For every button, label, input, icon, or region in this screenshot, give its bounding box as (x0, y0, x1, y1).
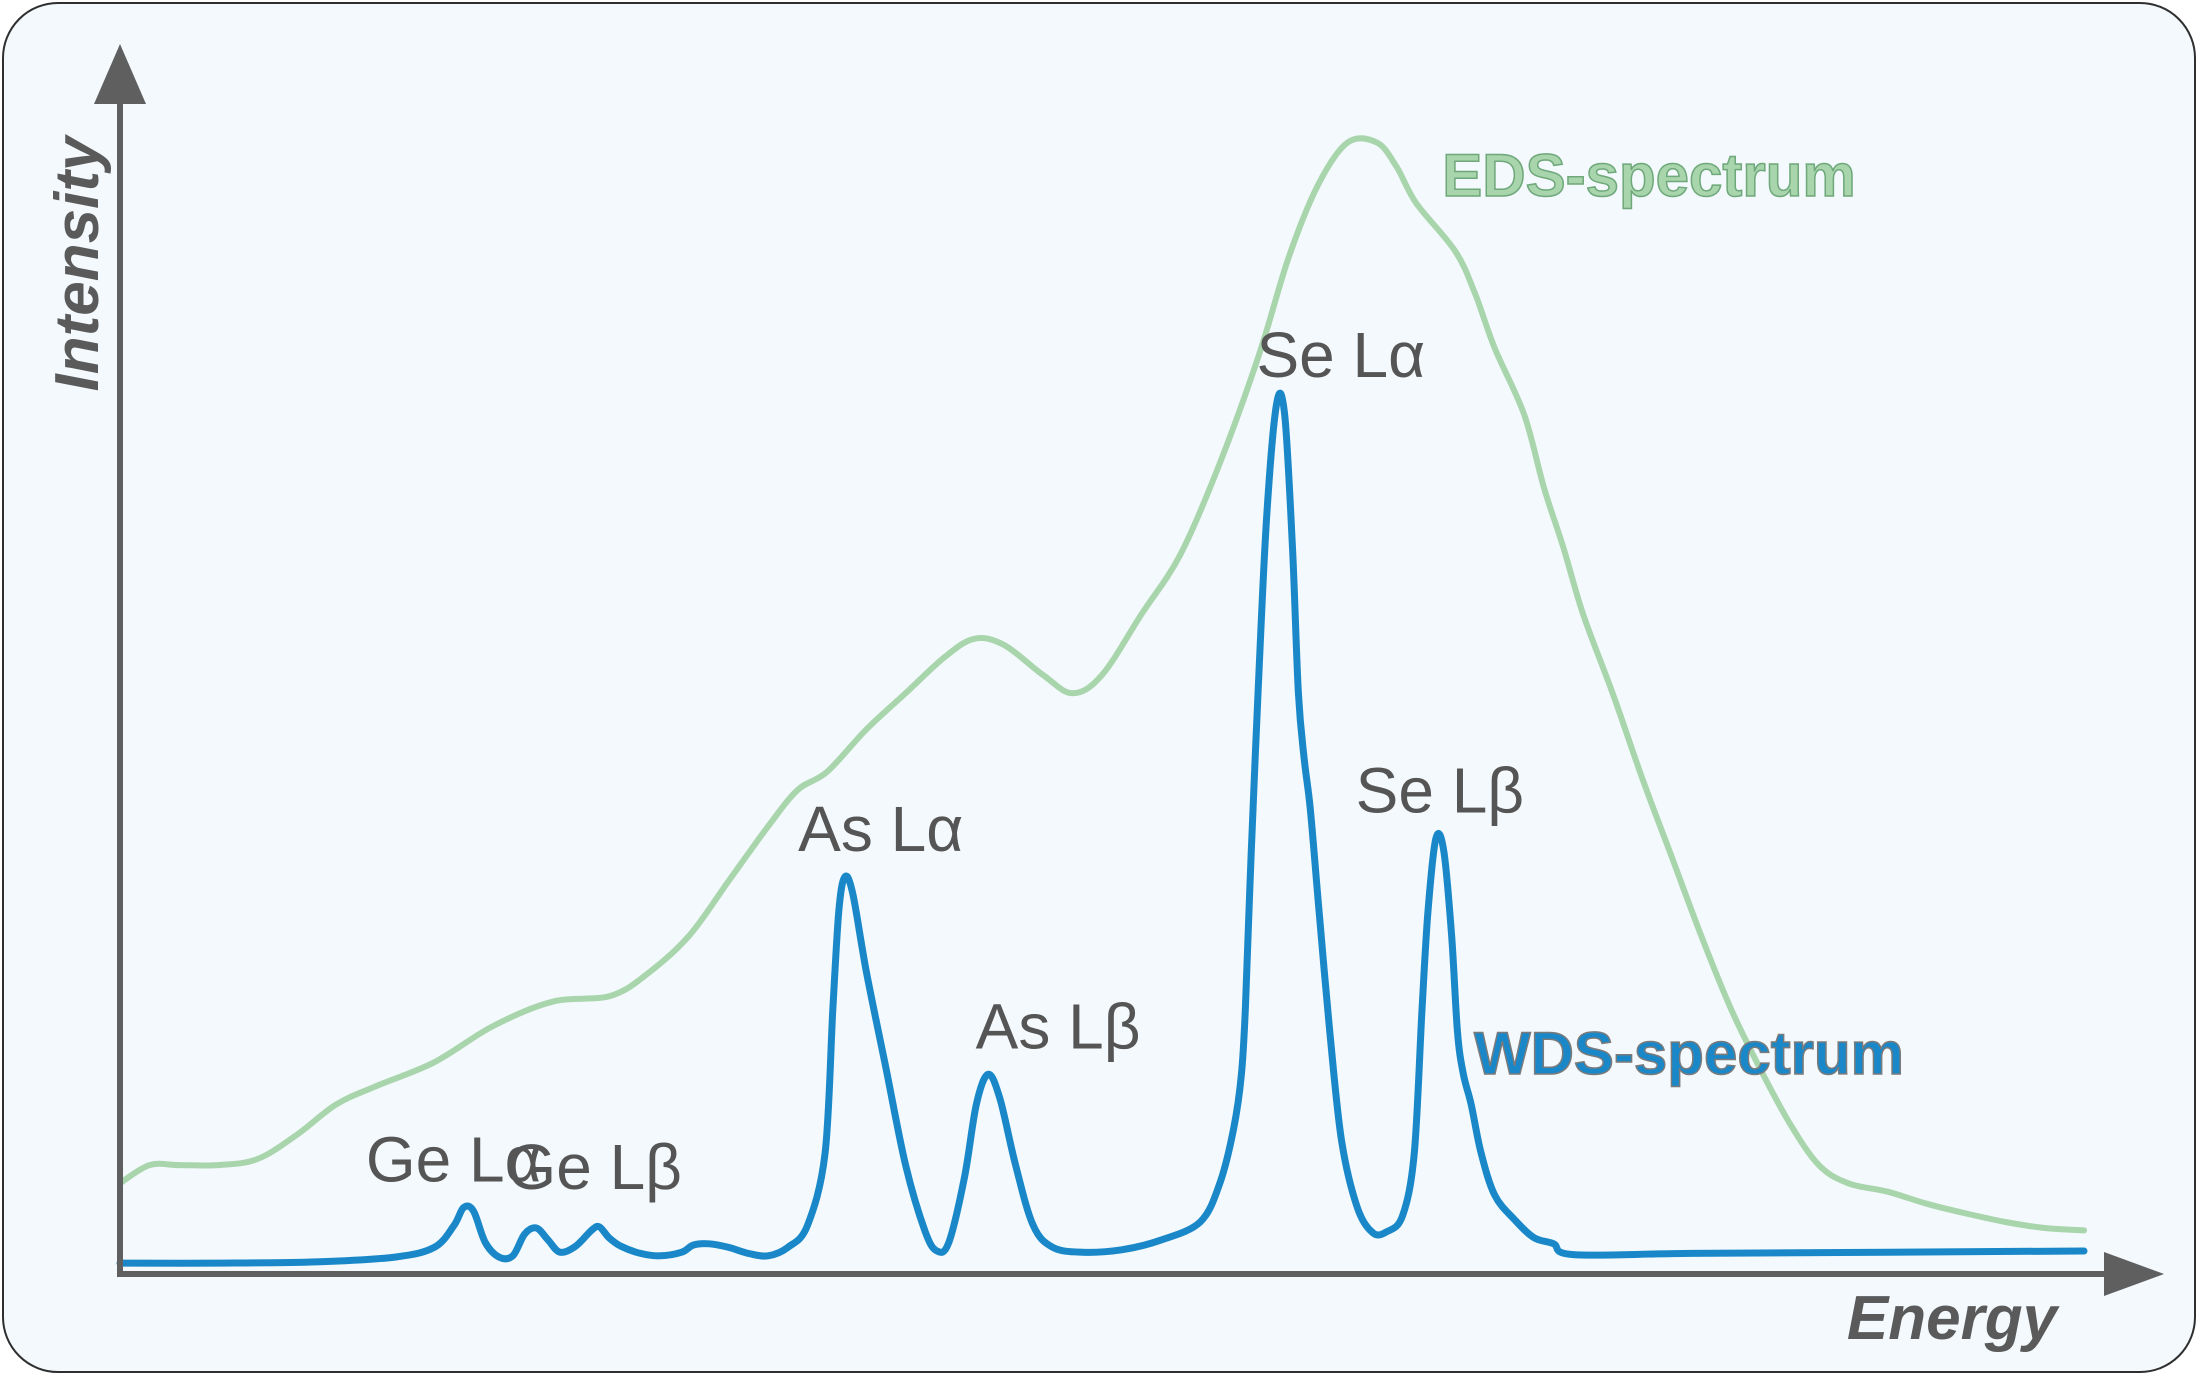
peak-label-as-lalpha: As Lα (798, 793, 963, 865)
y-axis-title: Intensity (43, 133, 112, 391)
peak-label-se-lbeta: Se Lβ (1356, 754, 1524, 826)
y-axis-arrow-icon (94, 44, 146, 104)
wds-spectrum-line (116, 389, 2088, 1267)
peak-label-se-lalpha: Se Lα (1256, 319, 1425, 391)
peak-label-ge-lalpha: Ge Lα (366, 1123, 542, 1195)
axes-layer: Intensity Energy (43, 44, 2164, 1353)
eds-series-label: EDS-spectrum (1442, 142, 1855, 209)
x-axis-arrow-icon (2104, 1252, 2164, 1296)
series-layer (116, 135, 2088, 1267)
wds-series-label: WDS-spectrum (1474, 1020, 1904, 1087)
peak-label-as-lbeta: As Lβ (976, 990, 1141, 1062)
x-axis-title: Energy (1847, 1284, 2061, 1353)
peak-label-ge-lbeta: Ge Lβ (506, 1131, 682, 1203)
eds-spectrum-line (117, 135, 2087, 1234)
